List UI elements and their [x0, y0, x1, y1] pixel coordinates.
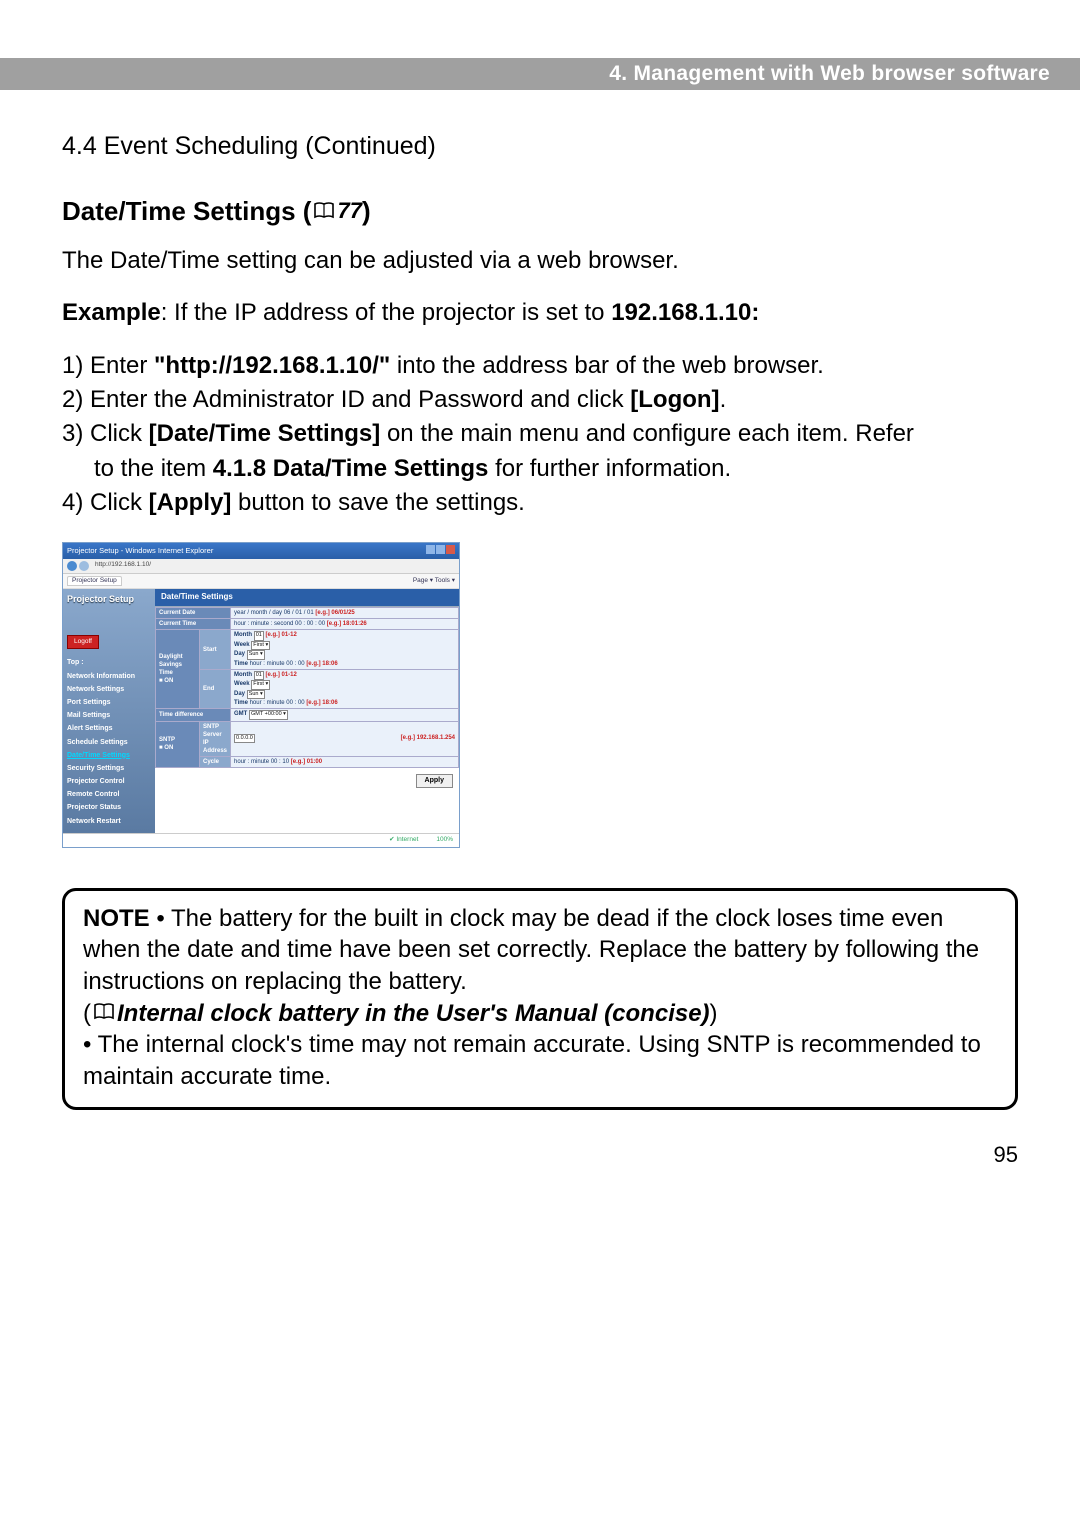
sidebar-item-datetime-settings[interactable]: Date/Time Settings	[67, 750, 151, 761]
value-dst-end: Month 01 [e.g.] 01-12 Week First ▾ Day S…	[231, 669, 459, 708]
section-continued: 4.4 Event Scheduling (Continued)	[62, 130, 1018, 164]
book-icon	[93, 1003, 115, 1021]
sidebar-item-port-settings[interactable]: Port Settings	[67, 697, 151, 708]
sidebar-item-projector-status[interactable]: Projector Status	[67, 802, 151, 813]
url-field[interactable]: http://192.168.1.10/	[95, 561, 151, 570]
value-sntp-cycle: hour : minute 00 : 10 [e.g.] 01:00	[231, 756, 459, 767]
sidebar-item-alert-settings[interactable]: Alert Settings	[67, 723, 151, 734]
row-current-time: Current Time hour : minute : second 00 :…	[156, 619, 459, 630]
row-sntp-cycle: Cycle hour : minute 00 : 10 [e.g.] 01:00	[156, 756, 459, 767]
embedded-screenshot: Projector Setup - Windows Internet Explo…	[62, 542, 1018, 848]
value-dst-start: Month 01 [e.g.] 01-12 Week First ▾ Day S…	[231, 630, 459, 669]
step-3: 3) Click [Date/Time Settings] on the mai…	[62, 418, 1018, 450]
minimize-icon[interactable]	[426, 545, 435, 554]
intro-paragraph: The Date/Time setting can be adjusted vi…	[62, 245, 1018, 277]
sidebar: Projector Setup Logoff Top : Network Inf…	[63, 589, 155, 832]
row-dst-start: Daylight Savings Time■ ON Start Month 01…	[156, 630, 459, 669]
label-sntp: SNTP■ ON	[156, 721, 200, 767]
row-dst-end: End Month 01 [e.g.] 01-12 Week First ▾ D…	[156, 669, 459, 708]
step-3-cont: to the item 4.1.8 Data/Time Settings for…	[62, 453, 1018, 485]
label-current-date: Current Date	[156, 608, 231, 619]
sidebar-item-security-settings[interactable]: Security Settings	[67, 763, 151, 774]
step-2: 2) Enter the Administrator ID and Passwo…	[62, 384, 1018, 416]
page-reference: 77	[337, 196, 361, 226]
value-sntp-server: 0.0.0.0 [e.g.] 192.168.1.254	[231, 721, 459, 756]
window-titlebar: Projector Setup - Windows Internet Explo…	[63, 543, 459, 559]
note-ref-close: )	[710, 1000, 718, 1027]
status-internet: Internet	[389, 836, 418, 845]
main-panel: Date/Time Settings Current Date year / m…	[155, 589, 459, 832]
apply-button[interactable]: Apply	[416, 774, 453, 787]
note-box: NOTE • The battery for the built in cloc…	[62, 888, 1018, 1110]
sidebar-item-schedule-settings[interactable]: Schedule Settings	[67, 737, 151, 748]
forward-icon[interactable]	[79, 561, 89, 571]
note-reference: Internal clock battery in the User's Man…	[117, 1000, 710, 1027]
subheading-close: )	[362, 194, 371, 229]
row-time-diff: Time difference GMT GMT +00:00 ▾	[156, 709, 459, 721]
label-current-time: Current Time	[156, 619, 231, 630]
value-time-diff: GMT GMT +00:00 ▾	[231, 709, 459, 721]
sidebar-item-top[interactable]: Top :	[67, 657, 151, 668]
status-zoom: 100%	[436, 836, 453, 845]
page-number: 95	[0, 1110, 1080, 1170]
sidebar-title: Projector Setup	[67, 593, 151, 605]
document-page: 4. Management with Web browser software …	[0, 58, 1080, 1169]
chapter-header-bar: 4. Management with Web browser software	[0, 58, 1080, 90]
sidebar-item-projector-control[interactable]: Projector Control	[67, 776, 151, 787]
label-sntp-cycle: Cycle	[200, 756, 231, 767]
browser-tab[interactable]: Projector Setup	[67, 576, 122, 587]
close-icon[interactable]	[446, 545, 455, 554]
address-bar: http://192.168.1.10/	[63, 559, 459, 574]
example-text: : If the IP address of the projector is …	[161, 299, 611, 326]
browser-window: Projector Setup - Windows Internet Explo…	[62, 542, 460, 848]
step-4: 4) Click [Apply] button to save the sett…	[62, 487, 1018, 519]
subheading: Date/Time Settings ( 77 )	[62, 194, 1018, 229]
settings-table: Current Date year / month / day 06 / 01 …	[155, 607, 459, 768]
row-current-date: Current Date year / month / day 06 / 01 …	[156, 608, 459, 619]
sidebar-item-network-info[interactable]: Network Information	[67, 671, 151, 682]
label-dst-end: End	[200, 669, 231, 708]
content-area: 4.4 Event Scheduling (Continued) Date/Ti…	[0, 90, 1080, 848]
subheading-text: Date/Time Settings (	[62, 194, 311, 229]
note-label: NOTE	[83, 905, 150, 932]
example-line: Example: If the IP address of the projec…	[62, 297, 1018, 329]
book-icon	[313, 202, 335, 220]
steps-list: 1) Enter "http://192.168.1.10/" into the…	[62, 350, 1018, 520]
note-bullet-1: • The battery for the built in clock may…	[83, 905, 979, 995]
value-current-time: hour : minute : second 00 : 00 : 00 [e.g…	[231, 619, 459, 630]
panel-title: Date/Time Settings	[155, 589, 459, 607]
sidebar-item-mail-settings[interactable]: Mail Settings	[67, 710, 151, 721]
row-sntp-server: SNTP■ ON SNTP Server IP Address 0.0.0.0 …	[156, 721, 459, 756]
sidebar-item-network-settings[interactable]: Network Settings	[67, 684, 151, 695]
toolbar-right[interactable]: Page ▾ Tools ▾	[413, 577, 455, 586]
note-bullet-2: • The internal clock's time may not rema…	[83, 1031, 981, 1090]
label-dst: Daylight Savings Time■ ON	[156, 630, 200, 709]
back-icon[interactable]	[67, 561, 77, 571]
label-sntp-server: SNTP Server IP Address	[200, 721, 231, 756]
logoff-button[interactable]: Logoff	[67, 635, 99, 650]
note-ref-open: (	[83, 1000, 91, 1027]
label-dst-start: Start	[200, 630, 231, 669]
sidebar-item-network-restart[interactable]: Network Restart	[67, 816, 151, 827]
step-1: 1) Enter "http://192.168.1.10/" into the…	[62, 350, 1018, 382]
value-current-date: year / month / day 06 / 01 / 01 [e.g.] 0…	[231, 608, 459, 619]
label-time-diff: Time difference	[156, 709, 231, 721]
example-ip: 192.168.1.10:	[611, 299, 759, 326]
maximize-icon[interactable]	[436, 545, 445, 554]
page-body: Projector Setup Logoff Top : Network Inf…	[63, 589, 459, 832]
window-buttons	[425, 545, 455, 557]
example-label: Example	[62, 299, 161, 326]
browser-toolbar: Projector Setup Page ▾ Tools ▾	[63, 574, 459, 590]
window-title: Projector Setup - Windows Internet Explo…	[67, 546, 213, 556]
sidebar-menu: Top : Network Information Network Settin…	[67, 657, 151, 826]
chapter-title: 4. Management with Web browser software	[609, 60, 1050, 88]
sidebar-item-remote-control[interactable]: Remote Control	[67, 789, 151, 800]
status-bar: Internet 100%	[63, 833, 459, 847]
